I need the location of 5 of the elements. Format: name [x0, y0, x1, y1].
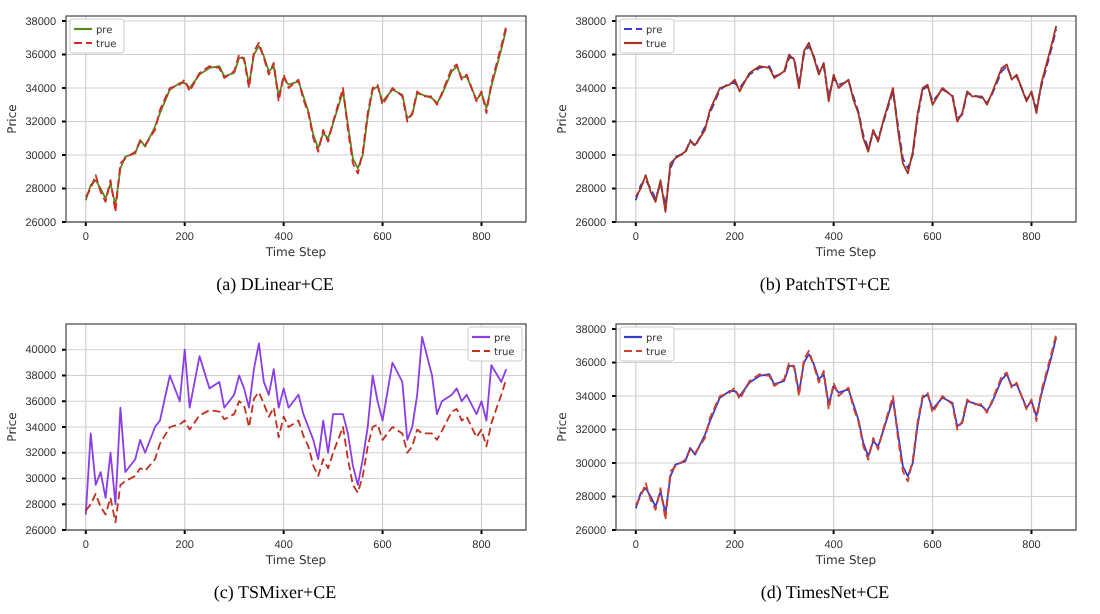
- text: (b) PatchTST+CE: [759, 274, 892, 294]
- text: (a) DLinear+CE: [216, 274, 335, 294]
- line-series: [84, 378, 508, 524]
- text: (c) TSMixer+CE: [213, 582, 338, 602]
- text: (d) TimesNet+CE: [760, 582, 891, 602]
